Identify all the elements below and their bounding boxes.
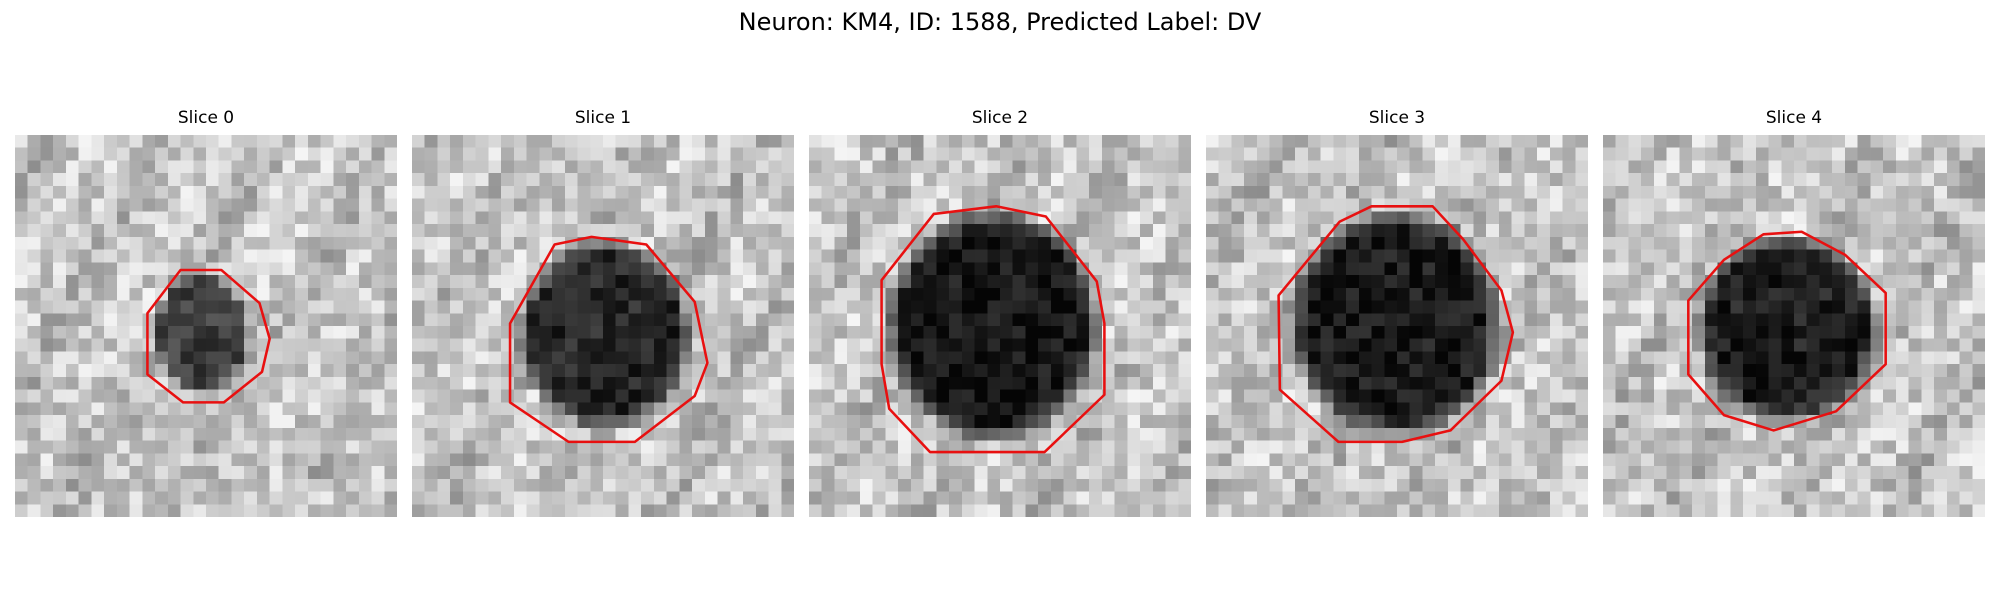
slice-panel-3: Slice 3 [1206, 103, 1588, 517]
slice-image [412, 135, 794, 517]
slice-image [1603, 135, 1985, 517]
cell-contour [1687, 230, 1887, 432]
slice-title: Slice 2 [971, 108, 1029, 128]
slice-panel-0: Slice 0 [15, 103, 397, 517]
grayscale-image [1603, 135, 1985, 517]
grayscale-image [1206, 135, 1588, 517]
slice-title: Slice 3 [1368, 108, 1426, 128]
slice-panel-4: Slice 4 [1603, 103, 1985, 517]
grayscale-image [15, 135, 397, 517]
cell-contour [508, 235, 709, 444]
slice-title: Slice 0 [177, 108, 235, 128]
slice-title: Slice 4 [1765, 108, 1823, 128]
grayscale-image [412, 135, 794, 517]
cell-contour [880, 205, 1106, 454]
figure-title: Neuron: KM4, ID: 1588, Predicted Label: … [738, 8, 1262, 36]
cell-contour [1277, 205, 1515, 444]
slice-panel-2: Slice 2 [809, 103, 1191, 517]
cell-contour [146, 268, 271, 404]
slice-image [809, 135, 1191, 517]
slice-panel-1: Slice 1 [412, 103, 794, 517]
slice-image [1206, 135, 1588, 517]
slice-title: Slice 1 [574, 108, 632, 128]
slice-image [15, 135, 397, 517]
